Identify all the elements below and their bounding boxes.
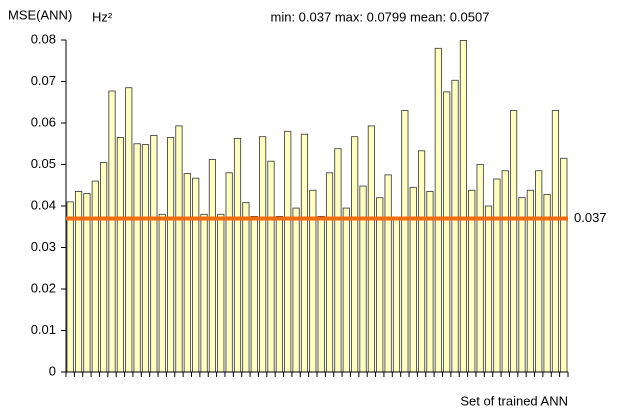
y-tick-label: 0.03 (31, 239, 56, 254)
bar (434, 47, 442, 373)
bar (451, 79, 459, 373)
y-axis-unit: Hz² (92, 9, 113, 24)
y-tick-label: 0.05 (31, 156, 56, 171)
bar (267, 160, 275, 373)
bar (208, 159, 216, 373)
y-tick-label: 0.02 (31, 280, 56, 295)
bar (116, 137, 124, 373)
bar (535, 170, 543, 373)
bar (543, 193, 551, 373)
bar (200, 213, 208, 373)
y-tick-label: 0.08 (31, 31, 56, 46)
bar (459, 40, 467, 373)
bar (443, 91, 451, 373)
bar (493, 178, 501, 373)
y-tick-label: 0.07 (31, 73, 56, 88)
bar (225, 172, 233, 373)
bar (192, 177, 200, 373)
bar (317, 215, 325, 373)
bar (501, 170, 509, 373)
bar (158, 213, 166, 373)
bar (300, 133, 309, 373)
bar (284, 130, 292, 373)
y-tick-label: 0 (49, 363, 56, 378)
bar (510, 110, 518, 373)
bar (351, 136, 359, 373)
bar (392, 218, 401, 373)
bar (66, 201, 74, 373)
bar (108, 90, 116, 373)
bar (359, 185, 367, 373)
y-tick-label: 0.01 (31, 322, 56, 337)
bar (125, 87, 133, 373)
bar (233, 137, 242, 373)
bar (376, 197, 384, 373)
bar (275, 215, 283, 373)
bar (409, 186, 417, 373)
bar (367, 125, 375, 373)
bar (141, 144, 150, 373)
bar (484, 205, 493, 373)
y-tick-label: 0.04 (31, 197, 56, 212)
bar (418, 150, 426, 373)
y-tick-label: 0.06 (31, 114, 56, 129)
bar (217, 213, 225, 373)
bar (150, 135, 158, 373)
bar (560, 157, 568, 373)
bar (292, 207, 300, 373)
bar (334, 148, 342, 373)
bar (133, 143, 141, 373)
bar (401, 110, 409, 373)
bar (518, 197, 526, 373)
chart-title: min: 0.037 max: 0.0799 mean: 0.0507 (271, 9, 490, 24)
bar (250, 215, 258, 373)
bar (384, 174, 392, 373)
y-axis-label: MSE(ANN) (8, 7, 72, 22)
bar (342, 207, 350, 373)
bar (551, 110, 560, 373)
reference-label: 0.037 (574, 210, 607, 225)
bar (167, 137, 175, 373)
bar (175, 125, 183, 373)
x-axis-label: Set of trained ANN (460, 393, 568, 408)
bar (100, 162, 108, 373)
bar (91, 180, 99, 373)
bar (325, 172, 334, 373)
bar (242, 202, 250, 373)
bar (259, 136, 267, 373)
bar (183, 173, 191, 373)
bar (476, 164, 484, 373)
